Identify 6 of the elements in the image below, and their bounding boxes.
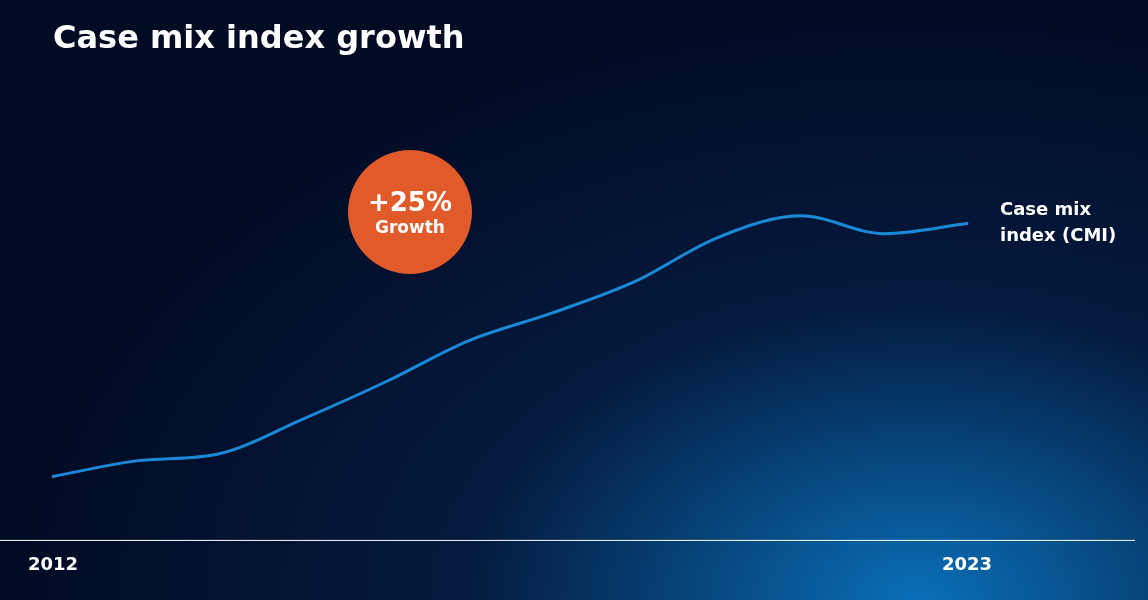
chart-title: Case mix index growth — [53, 17, 465, 56]
x-tick-label: 2023 — [941, 552, 993, 574]
annotation: +25% Growth — [367, 187, 453, 237]
x-tick-label: 2012 — [27, 552, 79, 574]
series-label: Case mix index (CMI) — [1000, 198, 1117, 246]
circle-badge: +25% Growth — [348, 150, 472, 274]
